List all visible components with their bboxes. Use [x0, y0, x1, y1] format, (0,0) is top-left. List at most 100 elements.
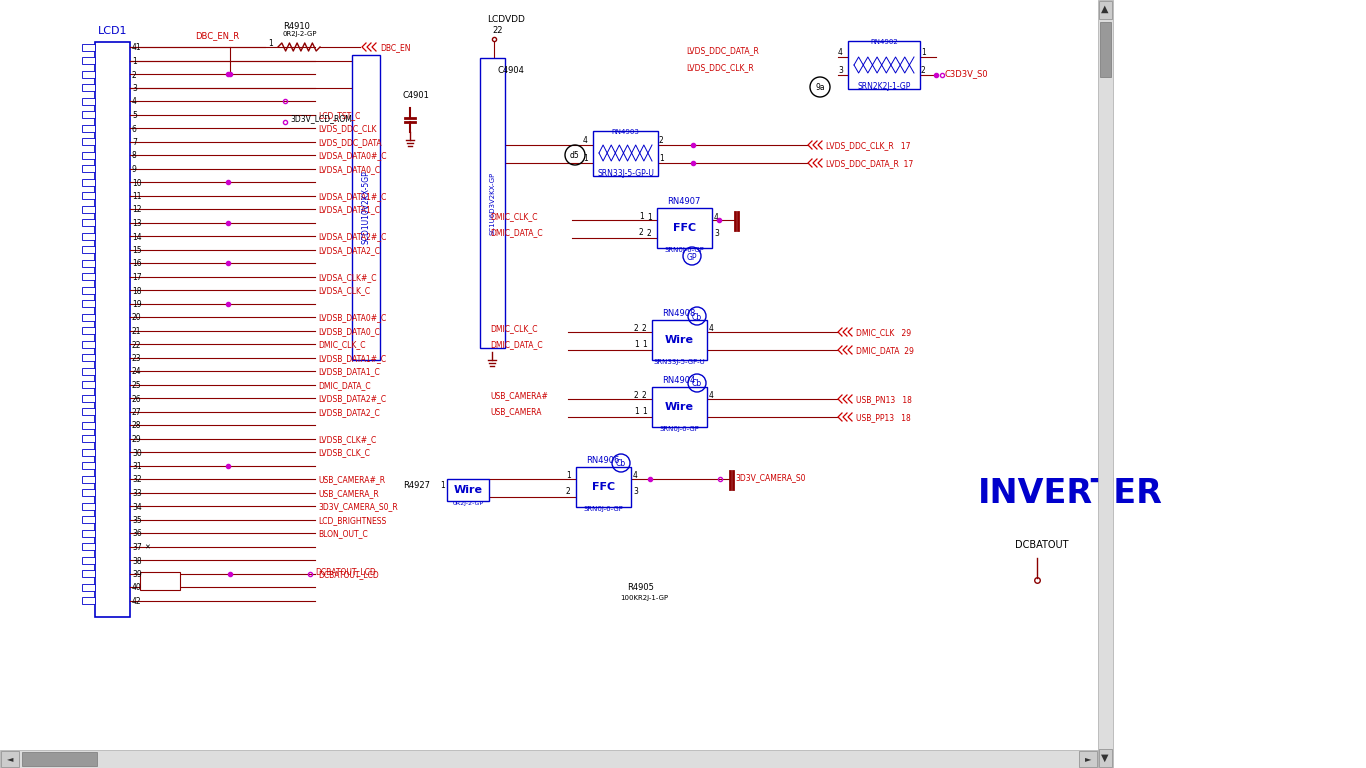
Text: 15: 15	[133, 246, 142, 255]
Text: d5: d5	[570, 151, 581, 161]
Text: 6: 6	[133, 124, 137, 134]
Text: RN4902: RN4902	[870, 39, 897, 45]
Text: 4: 4	[837, 48, 843, 57]
Text: LVDS_DDC_DATA: LVDS_DDC_DATA	[318, 138, 381, 147]
Text: 38: 38	[133, 557, 142, 565]
Text: 9: 9	[133, 165, 137, 174]
Text: 22: 22	[492, 26, 503, 35]
Bar	[82, 395, 96, 402]
Bar	[1100, 22, 1111, 77]
Text: SRN0J-6-GP: SRN0J-6-GP	[583, 506, 623, 512]
Bar	[1100, 749, 1112, 767]
Text: 1: 1	[583, 154, 587, 163]
Text: 30: 30	[133, 449, 142, 458]
Text: LVDSB_CLK_C: LVDSB_CLK_C	[318, 449, 370, 458]
Bar	[657, 208, 712, 248]
Text: 1: 1	[440, 481, 445, 490]
Text: 1: 1	[921, 48, 926, 57]
Text: LCD1: LCD1	[98, 26, 127, 36]
Text: SRN33J-5-GP-U: SRN33J-5-GP-U	[653, 359, 705, 365]
Text: LVDSA_CLK#_C: LVDSA_CLK#_C	[318, 273, 377, 282]
Text: ▲: ▲	[1101, 4, 1109, 14]
Text: 3: 3	[714, 229, 719, 238]
Text: LVDSB_DATA0_C: LVDSB_DATA0_C	[318, 327, 380, 336]
Text: 1: 1	[268, 39, 273, 48]
Text: 19: 19	[133, 300, 142, 309]
Text: 1: 1	[642, 407, 646, 416]
Text: 3: 3	[133, 84, 137, 93]
Text: 5: 5	[133, 111, 137, 120]
Text: 37: 37	[133, 543, 142, 552]
Text: Cb: Cb	[693, 379, 702, 389]
Bar	[82, 233, 96, 240]
Text: LVDSA_DATA2#_C: LVDSA_DATA2#_C	[318, 233, 387, 241]
Text: LVDS_DDC_CLK_R: LVDS_DDC_CLK_R	[686, 63, 754, 72]
Text: 2: 2	[658, 136, 664, 145]
Text: 18: 18	[133, 286, 142, 296]
Bar	[82, 273, 96, 280]
Bar	[447, 479, 489, 501]
Text: 13: 13	[133, 219, 142, 228]
Bar	[82, 557, 96, 564]
Bar	[82, 111, 96, 118]
Text: DMIC_DATA_C: DMIC_DATA_C	[490, 340, 542, 349]
Bar	[82, 124, 96, 131]
Bar	[82, 192, 96, 199]
Bar	[82, 422, 96, 429]
Bar	[82, 543, 96, 550]
Text: RN4908: RN4908	[663, 309, 695, 318]
Text: 9a: 9a	[816, 84, 825, 92]
Text: SRN33J-5-GP-U: SRN33J-5-GP-U	[597, 168, 654, 177]
Text: USB_PN13   18: USB_PN13 18	[856, 396, 912, 405]
Text: 20: 20	[133, 313, 142, 323]
Text: SRN0J-6-GP: SRN0J-6-GP	[664, 247, 703, 253]
Bar	[82, 502, 96, 509]
Bar	[1098, 0, 1113, 768]
Text: 31: 31	[133, 462, 142, 471]
Text: LVDSA_DATA1_C: LVDSA_DATA1_C	[318, 206, 380, 214]
Text: 2: 2	[921, 66, 926, 75]
Text: LVDSA_DATA0#_C: LVDSA_DATA0#_C	[318, 151, 387, 161]
Bar	[82, 57, 96, 64]
Text: 2: 2	[634, 324, 639, 333]
Text: 7: 7	[133, 138, 137, 147]
Text: 4: 4	[632, 471, 638, 480]
Text: 1: 1	[647, 213, 652, 222]
Text: 14: 14	[133, 233, 142, 241]
Text: Wire: Wire	[665, 335, 694, 345]
Text: 41: 41	[133, 44, 142, 52]
Text: 23: 23	[133, 354, 142, 363]
Text: DMIC_DATA_C: DMIC_DATA_C	[490, 228, 542, 237]
Bar	[82, 286, 96, 293]
Text: 3D3V_LCD_ROM: 3D3V_LCD_ROM	[290, 114, 352, 123]
Text: SRN2K2J-1-GP: SRN2K2J-1-GP	[858, 82, 911, 91]
Text: 39: 39	[133, 570, 142, 579]
Text: RN4904: RN4904	[663, 376, 695, 385]
Text: 28: 28	[133, 422, 142, 431]
Bar	[1, 751, 19, 767]
Text: 22: 22	[133, 340, 142, 349]
Text: DMIC_CLK   29: DMIC_CLK 29	[856, 329, 911, 337]
Text: C4901: C4901	[403, 91, 430, 100]
Text: R4927: R4927	[403, 481, 430, 490]
Text: LVDSB_DATA0#_C: LVDSB_DATA0#_C	[318, 313, 387, 323]
Bar	[96, 42, 130, 617]
Text: 34: 34	[133, 502, 142, 511]
Text: USB_CAMERA#_R: USB_CAMERA#_R	[318, 475, 385, 485]
Bar	[82, 381, 96, 388]
Text: DMIC_DATA  29: DMIC_DATA 29	[856, 346, 914, 356]
Text: 2: 2	[642, 324, 646, 333]
Bar	[82, 327, 96, 334]
Text: 2: 2	[133, 71, 137, 80]
Text: USB_CAMERA#: USB_CAMERA#	[490, 391, 548, 400]
Text: DMIC_CLK_C: DMIC_CLK_C	[490, 212, 537, 221]
Text: 3D3V_CAMERA_S0_R: 3D3V_CAMERA_S0_R	[318, 502, 398, 511]
Text: SC1U6D3V2KX-GP: SC1U6D3V2KX-GP	[489, 171, 496, 235]
Bar	[82, 354, 96, 361]
Text: 0R2J-2-GP: 0R2J-2-GP	[452, 501, 484, 506]
Text: 26: 26	[133, 395, 142, 403]
Bar	[82, 597, 96, 604]
Text: LVDSB_DATA1_C: LVDSB_DATA1_C	[318, 368, 380, 376]
Text: 21: 21	[133, 327, 142, 336]
Bar	[82, 178, 96, 186]
